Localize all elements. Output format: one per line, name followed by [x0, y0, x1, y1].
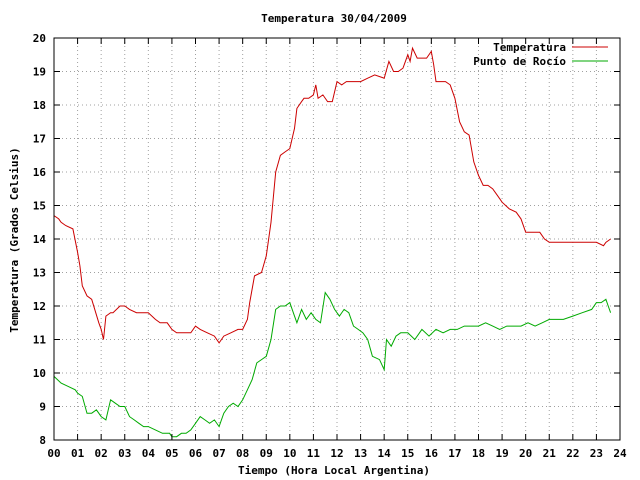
x-tick-label: 06: [189, 447, 203, 460]
chart-title: Temperatura 30/04/2009: [261, 12, 407, 25]
y-tick-label: 15: [33, 200, 46, 213]
series-layer: [53, 46, 612, 438]
x-tick-label: 22: [566, 447, 579, 460]
x-tick-label: 02: [95, 447, 108, 460]
x-tick-label: 09: [260, 447, 273, 460]
x-tick-label: 04: [142, 447, 156, 460]
y-tick-label: 17: [33, 133, 46, 146]
y-tick-label: 8: [39, 434, 46, 447]
y-tick-label: 16: [33, 166, 47, 179]
x-tick-label: 01: [71, 447, 85, 460]
y-axis-label: Temperatura (Grados Celsius): [8, 147, 21, 332]
series-line-punto-de-rocio: [53, 291, 612, 438]
y-tick-label: 14: [33, 233, 47, 246]
y-tick-label: 10: [33, 367, 46, 380]
x-axis-label: Tiempo (Hora Local Argentina): [238, 464, 430, 477]
x-tick-label: 24: [613, 447, 627, 460]
x-tick-label: 10: [283, 447, 296, 460]
legend-label-punto-de-rocio: Punto de Rocío: [473, 55, 566, 68]
x-tick-label: 13: [354, 447, 367, 460]
y-tick-label: 12: [33, 300, 46, 313]
x-tick-label: 08: [236, 447, 249, 460]
y-tick-label: 11: [33, 334, 47, 347]
x-tick-label: 03: [118, 447, 131, 460]
x-tick-label: 11: [307, 447, 321, 460]
y-tick-label: 13: [33, 267, 46, 280]
y-tick-label: 9: [39, 401, 46, 414]
x-tick-label: 14: [378, 447, 392, 460]
y-tick-label: 19: [33, 66, 46, 79]
x-tick-label: 23: [590, 447, 603, 460]
x-tick-labels: 00 01 02 03 04 05 06 07 08 09 10 11 12 13 14 15 16 17 18 19…: [47, 447, 627, 460]
x-tick-label: 15: [401, 447, 414, 460]
y-tick-label: 18: [33, 99, 46, 112]
legend-label-temperatura: Temperatura: [493, 41, 566, 54]
x-tick-label: 20: [519, 447, 532, 460]
y-tick-labels: 8 9 10 11 12 13 14 15 16 17 18 19 20: [33, 32, 47, 447]
x-tick-label: 16: [425, 447, 439, 460]
x-tick-label: 19: [495, 447, 508, 460]
x-tick-label: 18: [472, 447, 485, 460]
legend: Temperatura Punto de Rocío: [473, 41, 608, 68]
x-tick-label: 05: [165, 447, 178, 460]
grid-lines: [54, 38, 620, 440]
y-tick-label: 20: [33, 32, 46, 45]
x-tick-label: 07: [212, 447, 225, 460]
series-line-temperatura: [53, 46, 611, 344]
x-tick-label: 17: [448, 447, 461, 460]
x-tick-label: 00: [47, 447, 60, 460]
x-tick-label: 12: [330, 447, 343, 460]
axis-ticks: [53, 37, 621, 441]
x-tick-label: 21: [543, 447, 557, 460]
